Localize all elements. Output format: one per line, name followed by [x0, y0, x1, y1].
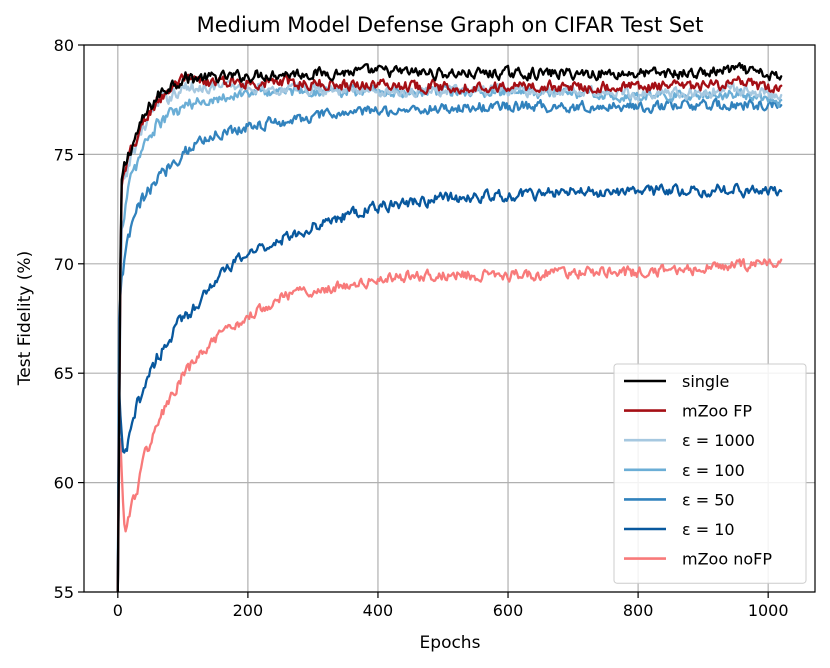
legend: single mZoo FP ε = 1000 ε = 100 ε = 50 ε = 10…: [613, 363, 807, 584]
legend-label: ε = 100: [682, 461, 745, 480]
legend-label: mZoo noFP: [682, 550, 772, 569]
legend-label: single: [682, 372, 729, 391]
legend-label: ε = 50: [682, 490, 735, 509]
legend-label: mZoo FP: [682, 402, 752, 421]
series-line: [116, 182, 783, 592]
y-tick-label: 55: [54, 583, 74, 602]
series-line: [116, 258, 783, 592]
x-axis-label: Epochs: [420, 633, 481, 653]
axis-ticks: 0 200 400 600 800 1000 55 60 65 70 75 80: [54, 36, 789, 620]
x-tick-label: 800: [623, 601, 654, 620]
y-tick-label: 75: [54, 145, 74, 164]
legend-label: ε = 10: [682, 520, 735, 539]
y-tick-label: 65: [54, 364, 74, 383]
y-tick-label: 70: [54, 255, 74, 274]
y-tick-label: 80: [54, 36, 74, 55]
x-tick-label: 200: [233, 601, 264, 620]
x-tick-label: 600: [493, 601, 524, 620]
legend-label: ε = 1000: [682, 431, 755, 450]
y-tick-label: 60: [54, 474, 74, 493]
x-tick-label: 1000: [748, 601, 789, 620]
chart-title: Medium Model Defense Graph on CIFAR Test…: [197, 13, 704, 37]
series-line: [116, 80, 783, 592]
x-tick-label: 0: [113, 601, 123, 620]
series-line: [116, 73, 783, 592]
plot-frame: [83, 44, 816, 593]
plot-series: [116, 62, 783, 592]
y-axis-label: Test Fidelity (%): [15, 251, 35, 386]
x-tick-label: 400: [363, 601, 394, 620]
series-line: [116, 62, 783, 592]
